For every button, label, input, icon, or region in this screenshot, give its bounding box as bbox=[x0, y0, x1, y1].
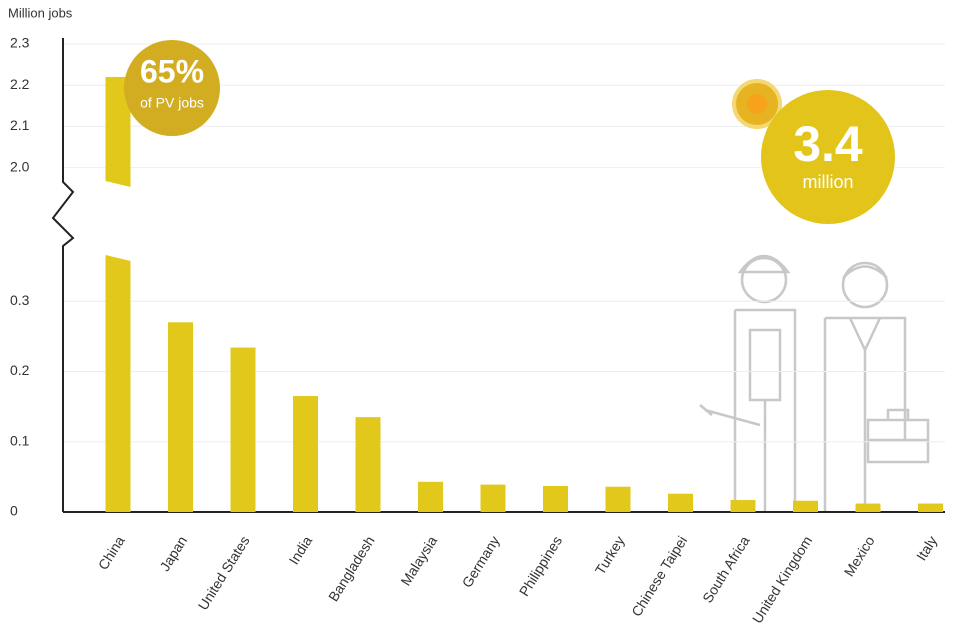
bar bbox=[543, 486, 568, 512]
x-tick-label: South Africa bbox=[699, 533, 753, 606]
bar bbox=[418, 481, 443, 512]
x-tick-label: United States bbox=[195, 533, 253, 613]
x-tick-label: Chinese Taipei bbox=[628, 533, 690, 619]
y-tick-label: 0.1 bbox=[10, 432, 30, 448]
bar bbox=[293, 396, 318, 512]
y-tick-label: 2.2 bbox=[10, 76, 30, 92]
y-tick-label: 0.2 bbox=[10, 362, 30, 378]
x-tick-label: Malaysia bbox=[397, 533, 440, 589]
bar bbox=[730, 500, 756, 512]
bar bbox=[668, 493, 693, 512]
x-tick-label: Germany bbox=[459, 533, 503, 590]
bar bbox=[168, 322, 193, 512]
bar bbox=[355, 417, 381, 512]
bar bbox=[855, 503, 881, 512]
worker-icons bbox=[699, 254, 930, 512]
y-tick-label: 0 bbox=[10, 503, 18, 519]
bar bbox=[793, 500, 818, 512]
break-cut bbox=[93, 178, 143, 200]
x-tick-label: Turkey bbox=[592, 533, 628, 577]
total-unit: million bbox=[802, 172, 853, 192]
share-note: of PV jobs bbox=[140, 95, 204, 111]
x-tick-label: India bbox=[286, 533, 316, 567]
share-value: 65% bbox=[140, 53, 204, 89]
bar bbox=[480, 484, 506, 512]
y-axis-label: Million jobs bbox=[8, 5, 73, 20]
x-tick-label: Philippines bbox=[516, 533, 565, 599]
break-cut bbox=[93, 242, 143, 264]
x-tick-label: Bangladesh bbox=[325, 533, 378, 604]
y-axis bbox=[51, 38, 75, 512]
y-tick-label: 0.3 bbox=[10, 292, 30, 308]
sun-core bbox=[747, 94, 767, 114]
total-value: 3.4 bbox=[793, 116, 863, 172]
bar bbox=[105, 252, 131, 512]
bar bbox=[230, 347, 256, 512]
share-badge bbox=[124, 40, 220, 136]
x-tick-label: Mexico bbox=[841, 533, 878, 579]
y-tick-label: 2.3 bbox=[10, 35, 30, 51]
y-tick-label: 2.1 bbox=[10, 117, 30, 133]
x-tick-label: United Kingdom bbox=[749, 533, 815, 626]
bar bbox=[605, 486, 631, 512]
x-tick-label: Japan bbox=[156, 533, 190, 574]
x-tick-label: China bbox=[95, 533, 128, 573]
bar bbox=[918, 503, 943, 512]
x-tick-label: Italy bbox=[913, 533, 940, 563]
y-tick-label: 2.0 bbox=[10, 158, 30, 174]
total-badge bbox=[761, 90, 895, 224]
